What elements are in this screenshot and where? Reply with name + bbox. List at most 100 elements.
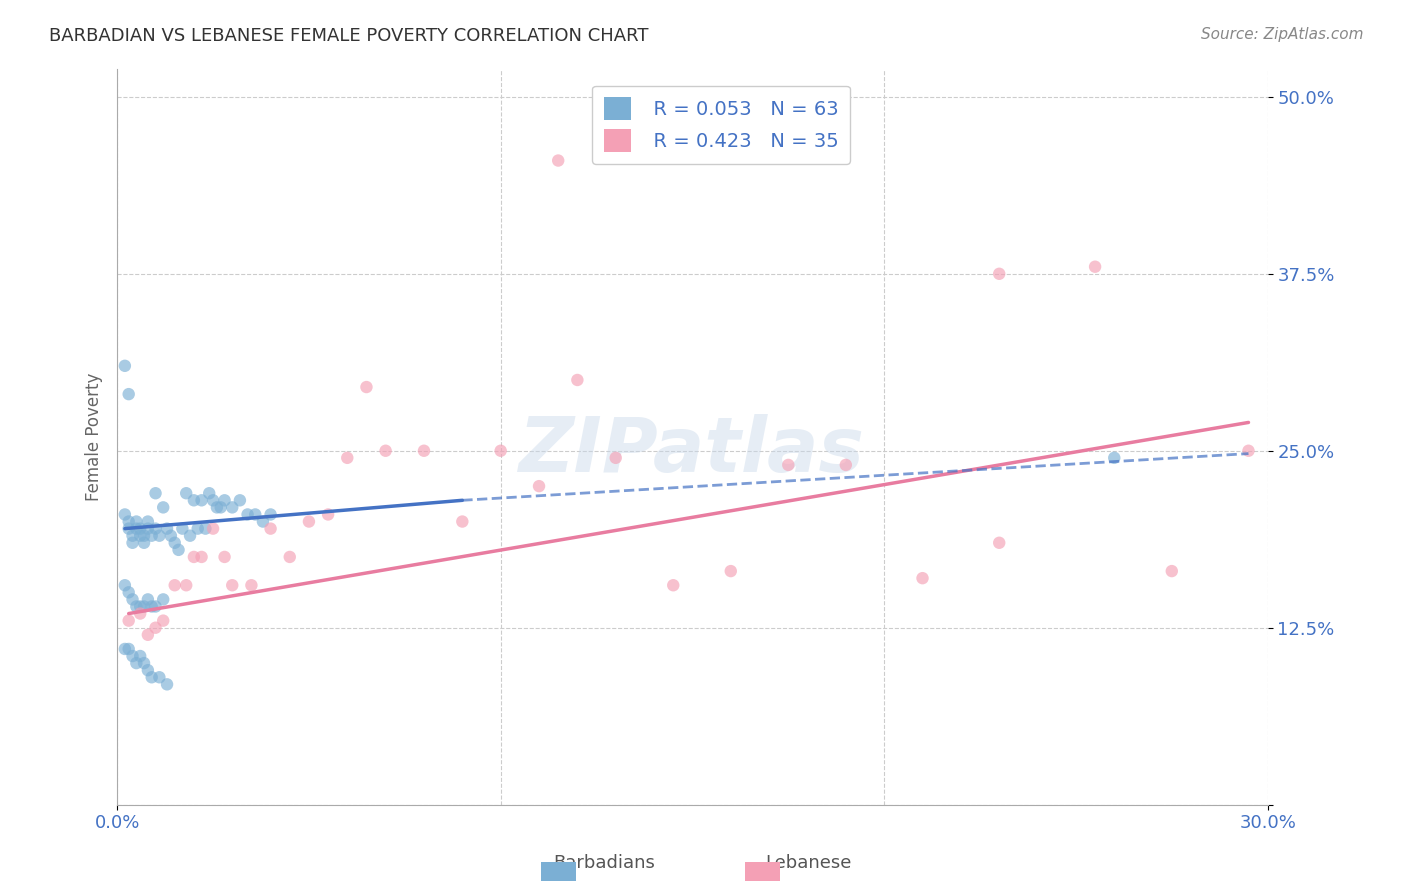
- Point: [118, 515, 141, 529]
- Point: [125, 522, 148, 536]
- Point: [118, 642, 141, 657]
- Point: [114, 642, 136, 657]
- Point: [202, 493, 225, 508]
- Point: [221, 578, 243, 592]
- Point: [245, 508, 267, 522]
- Text: Barbadians: Barbadians: [554, 855, 655, 872]
- Point: [174, 486, 197, 500]
- Point: [988, 535, 1011, 549]
- Point: [141, 529, 163, 543]
- Text: Lebanese: Lebanese: [765, 855, 852, 872]
- Y-axis label: Female Poverty: Female Poverty: [86, 373, 103, 500]
- Point: [214, 493, 236, 508]
- Point: [136, 592, 159, 607]
- Point: [720, 564, 742, 578]
- Point: [174, 578, 197, 592]
- Point: [988, 267, 1011, 281]
- Point: [183, 493, 205, 508]
- Point: [190, 549, 212, 564]
- Point: [145, 486, 167, 500]
- Text: BARBADIAN VS LEBANESE FEMALE POVERTY CORRELATION CHART: BARBADIAN VS LEBANESE FEMALE POVERTY COR…: [49, 27, 648, 45]
- Point: [118, 522, 141, 536]
- Point: [259, 522, 281, 536]
- Point: [567, 373, 589, 387]
- Point: [125, 656, 148, 670]
- Point: [205, 500, 228, 515]
- Point: [118, 585, 141, 599]
- Point: [316, 508, 339, 522]
- Point: [121, 648, 143, 663]
- Point: [156, 677, 179, 691]
- Point: [252, 515, 274, 529]
- Point: [152, 592, 174, 607]
- Point: [489, 443, 512, 458]
- Point: [167, 542, 190, 557]
- Point: [118, 387, 141, 401]
- Point: [141, 670, 163, 684]
- Point: [129, 522, 152, 536]
- Point: [198, 486, 221, 500]
- Point: [236, 508, 259, 522]
- Point: [145, 599, 167, 614]
- Point: [413, 443, 436, 458]
- Point: [240, 578, 263, 592]
- Point: [121, 529, 143, 543]
- Point: [202, 522, 225, 536]
- Point: [527, 479, 550, 493]
- Point: [136, 515, 159, 529]
- Legend:   R = 0.053   N = 63,   R = 0.423   N = 35: R = 0.053 N = 63, R = 0.423 N = 35: [592, 86, 851, 163]
- Point: [194, 522, 217, 536]
- Point: [136, 628, 159, 642]
- Point: [160, 529, 183, 543]
- Point: [129, 599, 152, 614]
- Point: [662, 578, 685, 592]
- Point: [132, 656, 155, 670]
- Point: [152, 500, 174, 515]
- Point: [132, 535, 155, 549]
- Point: [145, 522, 167, 536]
- Point: [221, 500, 243, 515]
- Point: [136, 663, 159, 677]
- Point: [229, 493, 252, 508]
- Point: [298, 515, 321, 529]
- Point: [163, 535, 186, 549]
- Point: [187, 522, 209, 536]
- Point: [121, 535, 143, 549]
- Point: [183, 549, 205, 564]
- Text: Source: ZipAtlas.com: Source: ZipAtlas.com: [1201, 27, 1364, 42]
- Point: [778, 458, 800, 472]
- Point: [118, 614, 141, 628]
- Point: [141, 599, 163, 614]
- Point: [129, 529, 152, 543]
- Point: [1104, 450, 1126, 465]
- Point: [114, 578, 136, 592]
- Point: [259, 508, 281, 522]
- Point: [336, 450, 359, 465]
- Point: [605, 450, 627, 465]
- Point: [911, 571, 934, 585]
- Point: [1237, 443, 1260, 458]
- Point: [125, 515, 148, 529]
- Point: [132, 529, 155, 543]
- Point: [125, 599, 148, 614]
- Point: [145, 621, 167, 635]
- Point: [132, 599, 155, 614]
- Point: [114, 359, 136, 373]
- Point: [1084, 260, 1107, 274]
- Point: [114, 508, 136, 522]
- Point: [190, 493, 212, 508]
- Point: [1160, 564, 1182, 578]
- Point: [209, 500, 232, 515]
- Point: [356, 380, 378, 394]
- Point: [148, 529, 170, 543]
- Text: ZIPatlas: ZIPatlas: [519, 414, 866, 488]
- Point: [835, 458, 858, 472]
- Point: [172, 522, 194, 536]
- Point: [156, 522, 179, 536]
- Point: [179, 529, 201, 543]
- Point: [136, 522, 159, 536]
- Point: [214, 549, 236, 564]
- Point: [121, 592, 143, 607]
- Point: [129, 607, 152, 621]
- Point: [547, 153, 569, 168]
